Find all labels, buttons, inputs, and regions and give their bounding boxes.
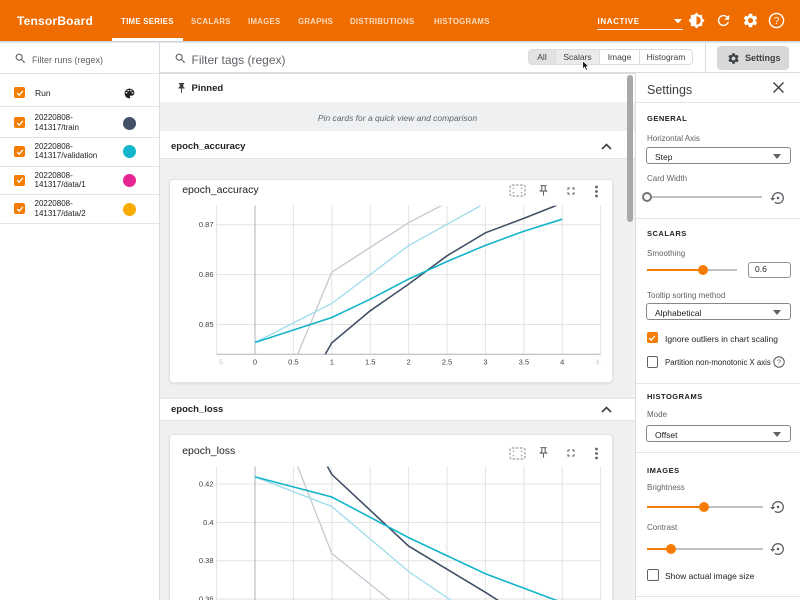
svg-text:0.4: 0.4	[203, 518, 213, 527]
svg-text:0: 0	[253, 358, 257, 367]
svg-text:-0.5: -0.5	[210, 358, 223, 367]
svg-text:0.87: 0.87	[199, 220, 214, 229]
svg-text:0.38: 0.38	[199, 556, 214, 565]
svg-text:1: 1	[330, 358, 334, 367]
svg-text:4.5: 4.5	[595, 358, 605, 367]
svg-text:3.5: 3.5	[519, 358, 529, 367]
svg-text:0.85: 0.85	[199, 320, 214, 329]
svg-text:0.42: 0.42	[199, 480, 214, 489]
svg-text:3: 3	[483, 358, 487, 367]
svg-text:?: ?	[776, 357, 780, 366]
svg-text:2: 2	[407, 358, 411, 367]
svg-text:4: 4	[560, 358, 564, 367]
svg-text:2.5: 2.5	[442, 358, 452, 367]
svg-text:0.36: 0.36	[199, 595, 214, 600]
svg-text:1.5: 1.5	[365, 358, 375, 367]
svg-text:?: ?	[774, 16, 780, 27]
svg-text:0.5: 0.5	[288, 358, 298, 367]
svg-text:0.86: 0.86	[199, 270, 214, 279]
